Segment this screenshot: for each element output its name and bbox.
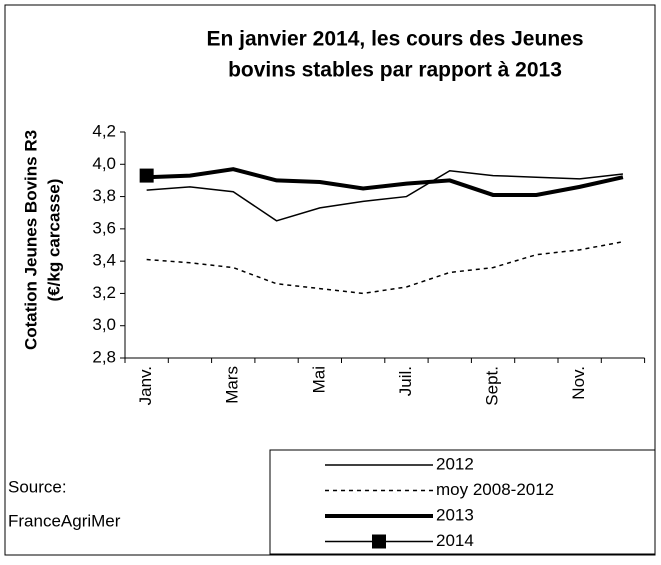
- legend-box: [269, 449, 656, 555]
- y-tick-label: 3,2: [92, 283, 116, 302]
- legend-label: 2012: [436, 454, 474, 473]
- x-tick-label: Sept.: [483, 366, 502, 406]
- y-axis-label: (€/kg carcasse): [44, 179, 63, 302]
- y-tick-label: 4,0: [92, 154, 116, 173]
- y-tick-label: 3,4: [92, 251, 116, 270]
- y-tick-label: 3,0: [92, 315, 116, 334]
- source: FranceAgriMer: [8, 511, 121, 530]
- y-tick-label: 4,2: [92, 121, 116, 140]
- x-tick-label: Janv.: [136, 366, 155, 405]
- series-line: [146, 241, 624, 295]
- legend-label: 2014: [436, 531, 474, 550]
- x-tick-label: Mai: [309, 366, 328, 393]
- y-axis-label: Cotation Jeunes Bovins R3: [21, 130, 40, 350]
- series-line: [146, 167, 624, 197]
- chart-title: En janvier 2014, les cours des Jeunes: [206, 28, 583, 51]
- series-line: [146, 169, 624, 222]
- series-marker: [139, 168, 154, 183]
- chart-title: bovins stables par rapport à 2013: [228, 59, 562, 82]
- x-tick-label: Nov.: [569, 366, 588, 400]
- source: Source:: [8, 477, 67, 496]
- x-tick-label: Juil.: [396, 366, 415, 396]
- y-tick-label: 2,8: [92, 347, 116, 366]
- x-tick-label: Mars: [223, 366, 242, 404]
- legend-marker: [372, 534, 386, 549]
- y-tick-label: 3,6: [92, 218, 116, 237]
- legend-label: 2013: [436, 505, 474, 524]
- y-tick-label: 3,8: [92, 186, 116, 205]
- legend-label: moy 2008-2012: [436, 480, 554, 499]
